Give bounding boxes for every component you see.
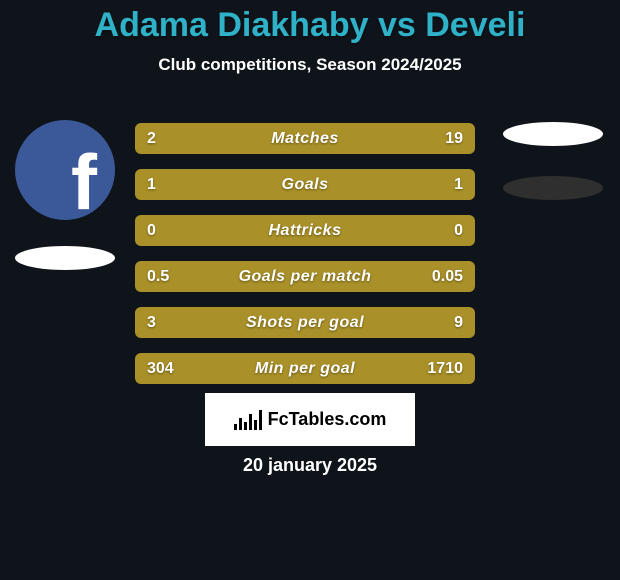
stat-left-value: 2 — [147, 130, 195, 148]
stat-right-value: 19 — [415, 130, 463, 148]
stat-left-value: 0.5 — [147, 268, 195, 286]
stat-row: 2Matches19 — [135, 123, 475, 154]
stat-left-value: 304 — [147, 360, 195, 378]
stat-row: 0.5Goals per match0.05 — [135, 261, 475, 292]
stat-right-value: 0 — [415, 222, 463, 240]
stat-left-value: 1 — [147, 176, 195, 194]
logo-text: FcTables.com — [268, 409, 387, 430]
stat-right-value: 9 — [415, 314, 463, 332]
page-subtitle: Club competitions, Season 2024/2025 — [0, 55, 620, 75]
right-club-badge-1 — [503, 122, 603, 146]
stat-label: Goals — [195, 176, 415, 194]
stat-row: 3Shots per goal9 — [135, 307, 475, 338]
stat-label: Hattricks — [195, 222, 415, 240]
right-club-badge-2 — [503, 176, 603, 200]
logo-bars-icon — [234, 410, 262, 430]
stat-row: 304Min per goal1710 — [135, 353, 475, 384]
stat-right-value: 1710 — [415, 360, 463, 378]
stat-label: Goals per match — [195, 268, 415, 286]
left-player-avatar: f — [15, 120, 115, 220]
fctables-logo: FcTables.com — [205, 393, 415, 446]
right-player-column — [495, 120, 610, 200]
stats-table: 2Matches191Goals10Hattricks00.5Goals per… — [135, 123, 475, 384]
snapshot-date: 20 january 2025 — [0, 455, 620, 476]
stat-label: Matches — [195, 130, 415, 148]
stat-row: 0Hattricks0 — [135, 215, 475, 246]
stat-right-value: 0.05 — [415, 268, 463, 286]
left-player-column: f — [10, 120, 120, 270]
stat-row: 1Goals1 — [135, 169, 475, 200]
stat-left-value: 0 — [147, 222, 195, 240]
stats-comparison-card: Adama Diakhaby vs Develi Club competitio… — [0, 0, 620, 580]
page-title: Adama Diakhaby vs Develi — [0, 0, 620, 45]
stat-right-value: 1 — [415, 176, 463, 194]
stat-label: Min per goal — [195, 360, 415, 378]
left-club-badge — [15, 246, 115, 270]
stat-left-value: 3 — [147, 314, 195, 332]
facebook-icon: f — [15, 120, 115, 220]
stat-label: Shots per goal — [195, 314, 415, 332]
